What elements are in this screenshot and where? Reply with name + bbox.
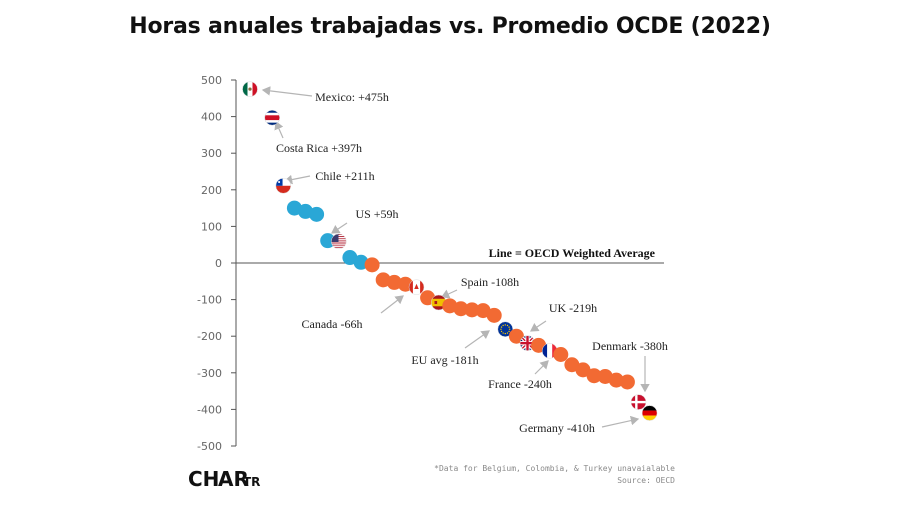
y-tick-label: -200 [197,330,222,343]
y-tick-label: 0 [215,257,222,270]
y-tick-label: -500 [197,440,222,453]
y-tick-label: 500 [201,74,222,87]
annotation-label: France -240h [488,377,552,391]
data-point [619,374,635,390]
data-point [309,206,325,222]
annotation-arrow [530,320,547,332]
canada-flag-icon [408,279,425,295]
y-tick-label: 300 [201,147,222,160]
annotation-arrow [534,360,549,375]
source-note: Source: OECD [617,476,675,485]
annotation-label: Mexico: +475h [315,90,389,104]
eu-flag-icon [497,321,514,337]
annotation-label: Chile +211h [315,169,374,183]
data-point [608,372,624,388]
svg-text:TR: TR [243,475,260,489]
y-tick-label: -300 [197,367,222,380]
data-point [364,257,380,273]
oecd-average-label: Line = OECD Weighted Average [489,246,656,260]
data-point [464,302,480,318]
data-point [320,233,336,249]
annotation-arrow [261,86,313,97]
annotation-label: UK -219h [549,301,597,315]
annotation-label: EU avg -181h [411,353,478,367]
svg-text:CH: CH [188,467,219,491]
annotation-arrow [331,222,348,234]
chile-flag-icon [275,178,292,194]
annotation-label: US +59h [355,207,398,221]
y-tick-label: -100 [197,294,222,307]
annotation-labels: Mexico: +475h Costa Rica +397h Chile +211h… [276,90,668,435]
data-point [486,307,502,323]
y-axis: 500 400 300 200 100 0 -100 -200 -300 -400 -500 [197,74,237,453]
data-point [453,301,469,317]
annotation-label: Canada -66h [302,317,363,331]
data-point [586,368,602,384]
uk-flag-icon [519,335,536,351]
annotation-arrows [261,86,650,428]
svg-text:AR: AR [218,467,249,491]
annotation-arrow [440,289,458,299]
annotation-arrow [464,330,490,349]
y-tick-label: 400 [201,111,222,124]
annotation-arrow [380,295,404,314]
annotation-arrow [274,120,284,139]
annotation-label: Costa Rica +397h [276,141,362,155]
y-tick-label: 200 [201,184,222,197]
denmark-flag-icon [630,394,647,410]
data-point [575,362,591,378]
annotation-label: Denmark -380h [592,339,668,353]
footnote: *Data for Belgium, Colombia, & Turkey un… [434,464,675,473]
data-point [508,328,524,344]
zero-line-group: Line = OECD Weighted Average [236,246,664,264]
germany-flag-icon [641,405,658,421]
us-flag-icon [331,233,347,250]
data-point [553,347,569,362]
annotation-label: Germany -410h [519,421,595,435]
y-tick-label: -400 [197,403,222,416]
annotation-label: Spain -108h [461,275,519,289]
data-point [386,274,402,290]
annotation-arrow [601,415,640,428]
mexico-flag-icon [242,81,258,97]
annotation-arrow [283,174,311,185]
chartr-logo: CH AR TR [188,467,260,491]
chart-title: Horas anuales trabajadas vs. Promedio OC… [129,14,771,39]
costa-rica-flag-icon [264,109,280,126]
data-points [242,81,658,421]
y-tick-label: 100 [201,220,222,233]
